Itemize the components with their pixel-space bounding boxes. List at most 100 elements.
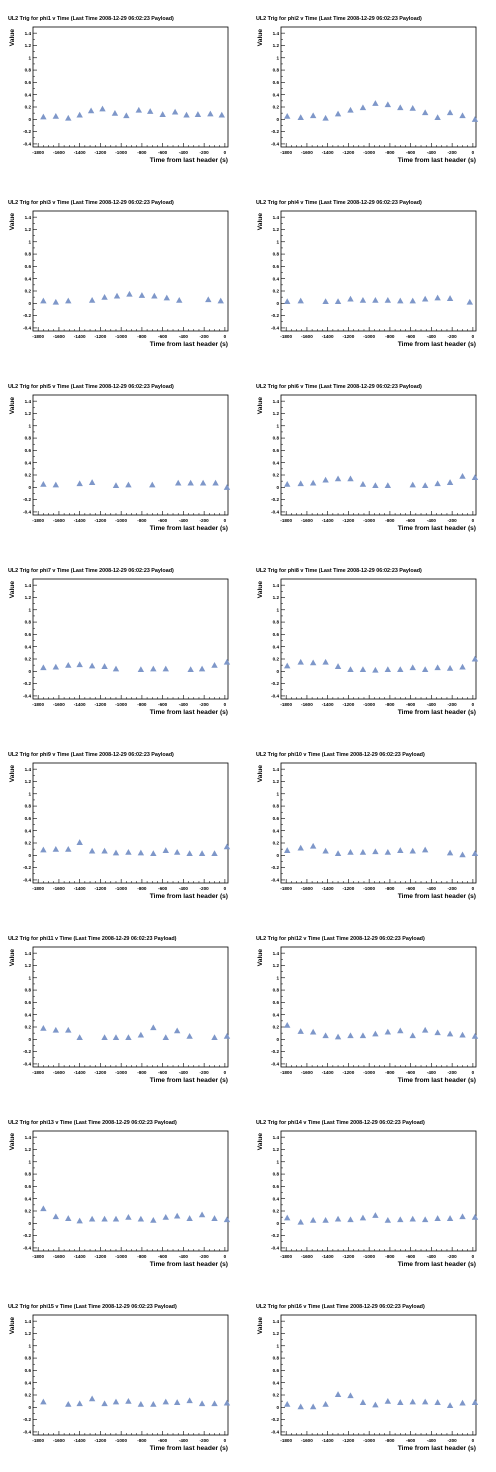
data-point-marker — [359, 104, 367, 111]
x-tick-label: -1800 — [280, 702, 292, 707]
y-axis-label: Value — [257, 397, 264, 415]
y-axis-label: Value — [257, 213, 264, 231]
x-tick-label: 0 — [472, 518, 475, 523]
data-point-marker — [111, 109, 119, 116]
y-tick-label: 1 — [276, 975, 279, 980]
y-tick-label: -0.2 — [23, 497, 31, 502]
data-point-marker — [101, 1400, 108, 1407]
data-point-marker — [297, 297, 304, 304]
x-tick-label: -1400 — [74, 334, 86, 339]
data-point-marker — [434, 1215, 441, 1221]
y-tick-label: 1 — [276, 239, 279, 244]
x-tick-label: -1000 — [363, 1070, 375, 1075]
plot-frame — [280, 578, 477, 700]
data-point-marker — [322, 476, 329, 483]
data-point-marker — [372, 1030, 379, 1037]
y-tick-label: 0.2 — [273, 473, 280, 478]
x-tick-label: -1800 — [280, 1070, 292, 1075]
chart-title: UL2 Trig for phi2 v Time (Last Time 2008… — [256, 16, 422, 22]
chart-title: UL2 Trig for phi13 v Time (Last Time 200… — [8, 1120, 177, 1126]
y-tick-label: -0.4 — [23, 1246, 31, 1251]
chart-title: UL2 Trig for phi12 v Time (Last Time 200… — [256, 936, 425, 942]
data-point-marker — [446, 109, 454, 116]
chart-title: UL2 Trig for phi7 v Time (Last Time 2008… — [8, 568, 174, 574]
y-tick-label: 0.4 — [273, 1012, 280, 1017]
data-point-marker — [198, 1211, 206, 1218]
data-point-marker — [150, 850, 157, 857]
data-point-marker — [40, 664, 47, 671]
scatter-chart: UL2 Trig for phi8 v Time (Last Time 2008… — [256, 568, 479, 716]
x-tick-label: -1200 — [95, 150, 107, 155]
y-tick-label: 0.8 — [273, 1356, 280, 1361]
y-tick-label: 0.8 — [273, 436, 280, 441]
data-point-marker — [88, 479, 96, 485]
y-tick-label: 0.6 — [273, 816, 280, 821]
x-tick-label: 0 — [224, 334, 227, 339]
y-tick-label: 0.2 — [25, 1393, 32, 1398]
x-tick-label: -1200 — [95, 1438, 107, 1443]
x-tick-label: 0 — [224, 518, 227, 523]
data-point-marker — [446, 479, 454, 485]
scatter-chart: UL2 Trig for phi4 v Time (Last Time 2008… — [256, 200, 477, 348]
y-tick-label: 0.4 — [273, 644, 280, 649]
y-tick-label: 1 — [28, 55, 31, 60]
x-tick-label: -1800 — [32, 334, 44, 339]
y-tick-label: -0.2 — [23, 313, 31, 318]
y-tick-label: 0.2 — [273, 841, 280, 846]
x-tick-label: -1000 — [363, 1438, 375, 1443]
y-tick-label: 0.8 — [25, 436, 32, 441]
y-axis-label: Value — [257, 949, 264, 967]
data-point-marker — [112, 1398, 120, 1405]
data-point-marker — [409, 1032, 416, 1039]
x-tick-label: -600 — [406, 1070, 416, 1075]
y-tick-label: 0.8 — [273, 804, 280, 809]
x-tick-label: -1200 — [343, 1070, 355, 1075]
x-tick-label: -800 — [385, 1070, 395, 1075]
x-tick-label: -400 — [427, 518, 437, 523]
y-tick-label: 1 — [276, 1343, 279, 1348]
data-point-marker — [347, 1392, 354, 1399]
data-point-marker — [322, 298, 329, 305]
x-tick-label: -400 — [427, 1254, 437, 1259]
x-tick-label: -200 — [448, 150, 458, 155]
data-point-marker — [135, 106, 142, 113]
data-point-marker — [434, 1399, 441, 1405]
data-point-marker — [171, 108, 179, 115]
x-axis-label: Time from last header (s) — [150, 525, 228, 532]
data-point-marker — [347, 295, 354, 302]
y-tick-label: -0.4 — [23, 142, 31, 147]
y-tick-label: 0.6 — [273, 80, 280, 85]
data-point-marker — [211, 661, 218, 668]
chart-title: UL2 Trig for phi10 v Time (Last Time 200… — [256, 752, 425, 758]
data-point-marker — [76, 1217, 83, 1224]
data-point-marker — [309, 479, 317, 486]
x-axis-label: Time from last header (s) — [150, 709, 228, 716]
plot-frame — [280, 1314, 477, 1436]
data-point-marker — [309, 1403, 317, 1410]
x-tick-label: -1000 — [115, 334, 127, 339]
data-point-marker — [471, 474, 479, 481]
data-point-marker — [40, 297, 47, 304]
x-tick-label: -1200 — [343, 518, 355, 523]
y-tick-label: 0.8 — [25, 252, 32, 257]
x-tick-label: 0 — [224, 150, 227, 155]
data-point-marker — [421, 109, 429, 116]
x-tick-label: 0 — [472, 1070, 475, 1075]
y-tick-label: 0.4 — [273, 92, 280, 97]
scatter-chart: UL2 Trig for phi16 v Time (Last Time 200… — [256, 1304, 479, 1452]
data-point-marker — [125, 1213, 132, 1220]
data-point-marker — [65, 1215, 72, 1221]
data-point-marker — [150, 1217, 157, 1223]
y-tick-label: 0.2 — [25, 841, 32, 846]
x-tick-label: 0 — [472, 886, 475, 891]
y-axis-label: Value — [9, 1317, 16, 1335]
data-point-marker — [112, 849, 120, 856]
data-point-marker — [52, 663, 60, 670]
data-point-marker — [409, 1215, 416, 1222]
y-tick-label: 0.2 — [25, 473, 32, 478]
y-tick-label: -0.2 — [23, 681, 31, 686]
x-tick-label: -1000 — [363, 518, 375, 523]
chart-title: UL2 Trig for phi9 v Time (Last Time 2008… — [8, 752, 174, 758]
x-tick-label: -1600 — [301, 150, 313, 155]
x-tick-label: -1000 — [363, 886, 375, 891]
